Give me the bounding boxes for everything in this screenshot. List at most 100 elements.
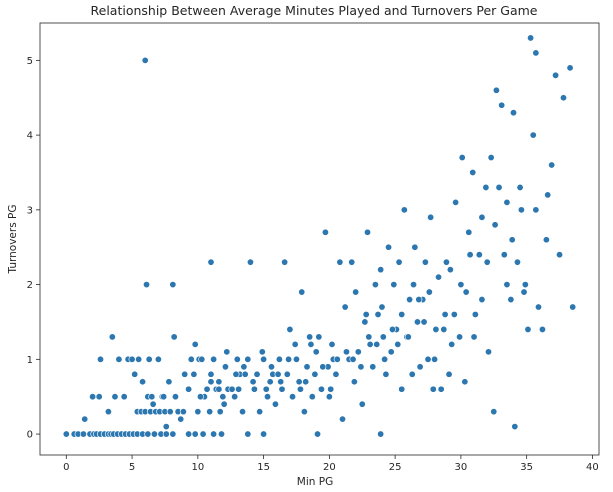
- data-point: [445, 370, 453, 378]
- data-point: [361, 318, 369, 326]
- data-point: [420, 318, 428, 326]
- data-point: [289, 393, 297, 401]
- data-point: [349, 355, 357, 363]
- data-point: [171, 393, 179, 401]
- x-axis: 0 5 10 15 20 25 30 35 40: [63, 455, 599, 473]
- data-point: [475, 251, 483, 259]
- data-point: [79, 430, 87, 438]
- data-point: [181, 370, 189, 378]
- data-point: [283, 370, 291, 378]
- data-point: [246, 258, 254, 266]
- data-point: [485, 348, 493, 356]
- data-point: [483, 258, 491, 266]
- data-point: [432, 325, 440, 333]
- data-point: [411, 243, 419, 251]
- data-point: [532, 206, 540, 214]
- data-point: [179, 408, 187, 416]
- data-point: [450, 310, 458, 318]
- data-point: [556, 251, 564, 259]
- data-point: [150, 430, 158, 438]
- data-point: [295, 378, 303, 386]
- x-tick-label: 20: [323, 462, 336, 473]
- data-point: [388, 325, 396, 333]
- data-point: [377, 430, 385, 438]
- data-point: [81, 415, 89, 423]
- data-point: [162, 423, 170, 431]
- data-point: [319, 363, 327, 371]
- data-point: [544, 191, 552, 199]
- data-point: [260, 430, 268, 438]
- y-tick-label: 3: [27, 205, 33, 216]
- data-point: [162, 430, 170, 438]
- data-point: [425, 288, 433, 296]
- data-point: [231, 393, 239, 401]
- data-point: [492, 86, 500, 94]
- data-point: [191, 430, 199, 438]
- data-point: [513, 258, 521, 266]
- data-point: [232, 370, 240, 378]
- data-point: [312, 348, 320, 356]
- y-tick-label: 4: [27, 131, 33, 142]
- data-point: [228, 385, 236, 393]
- data-point: [466, 251, 474, 259]
- data-point: [177, 415, 185, 423]
- data-point: [256, 408, 264, 416]
- data-point: [470, 333, 478, 341]
- data-point: [275, 355, 283, 363]
- plot-frame: [39, 22, 600, 456]
- data-point: [303, 363, 311, 371]
- data-point: [199, 430, 207, 438]
- x-tick-label: 30: [455, 462, 468, 473]
- data-point: [149, 400, 157, 408]
- data-point: [478, 213, 486, 221]
- data-point: [314, 430, 322, 438]
- data-point: [325, 393, 333, 401]
- data-point: [398, 310, 406, 318]
- data-point: [404, 333, 412, 341]
- data-point: [503, 198, 511, 206]
- data-point: [342, 348, 350, 356]
- data-point: [95, 393, 103, 401]
- data-point: [548, 161, 556, 169]
- y-tick-label: 1: [27, 355, 33, 366]
- data-point: [461, 378, 469, 386]
- data-point: [258, 348, 266, 356]
- data-point: [521, 281, 529, 289]
- data-point: [191, 340, 199, 348]
- data-point: [437, 385, 445, 393]
- data-point: [362, 310, 370, 318]
- data-point: [244, 355, 252, 363]
- data-point: [339, 415, 347, 423]
- data-point: [185, 385, 193, 393]
- data-point: [307, 340, 315, 348]
- data-point: [300, 408, 308, 416]
- data-point: [62, 430, 70, 438]
- data-point: [348, 258, 356, 266]
- data-point: [271, 400, 279, 408]
- data-point: [369, 363, 377, 371]
- data-point: [534, 303, 542, 311]
- data-point: [308, 393, 316, 401]
- data-point: [498, 101, 506, 109]
- data-point: [131, 370, 139, 378]
- data-point: [387, 348, 395, 356]
- data-point: [292, 355, 300, 363]
- data-point: [421, 258, 429, 266]
- data-point: [559, 94, 567, 102]
- x-axis-label: Min PG: [297, 476, 333, 488]
- data-point: [210, 355, 218, 363]
- y-tick-label: 0: [27, 430, 33, 441]
- data-point: [408, 370, 416, 378]
- data-point: [516, 183, 524, 191]
- data-point: [415, 296, 423, 304]
- data-point: [424, 355, 432, 363]
- data-point: [511, 423, 519, 431]
- data-point: [306, 333, 314, 341]
- data-point: [250, 385, 258, 393]
- data-point: [364, 228, 372, 236]
- data-point: [508, 236, 516, 244]
- data-point: [141, 56, 149, 64]
- data-point: [291, 340, 299, 348]
- data-point: [154, 355, 162, 363]
- data-point: [527, 34, 535, 42]
